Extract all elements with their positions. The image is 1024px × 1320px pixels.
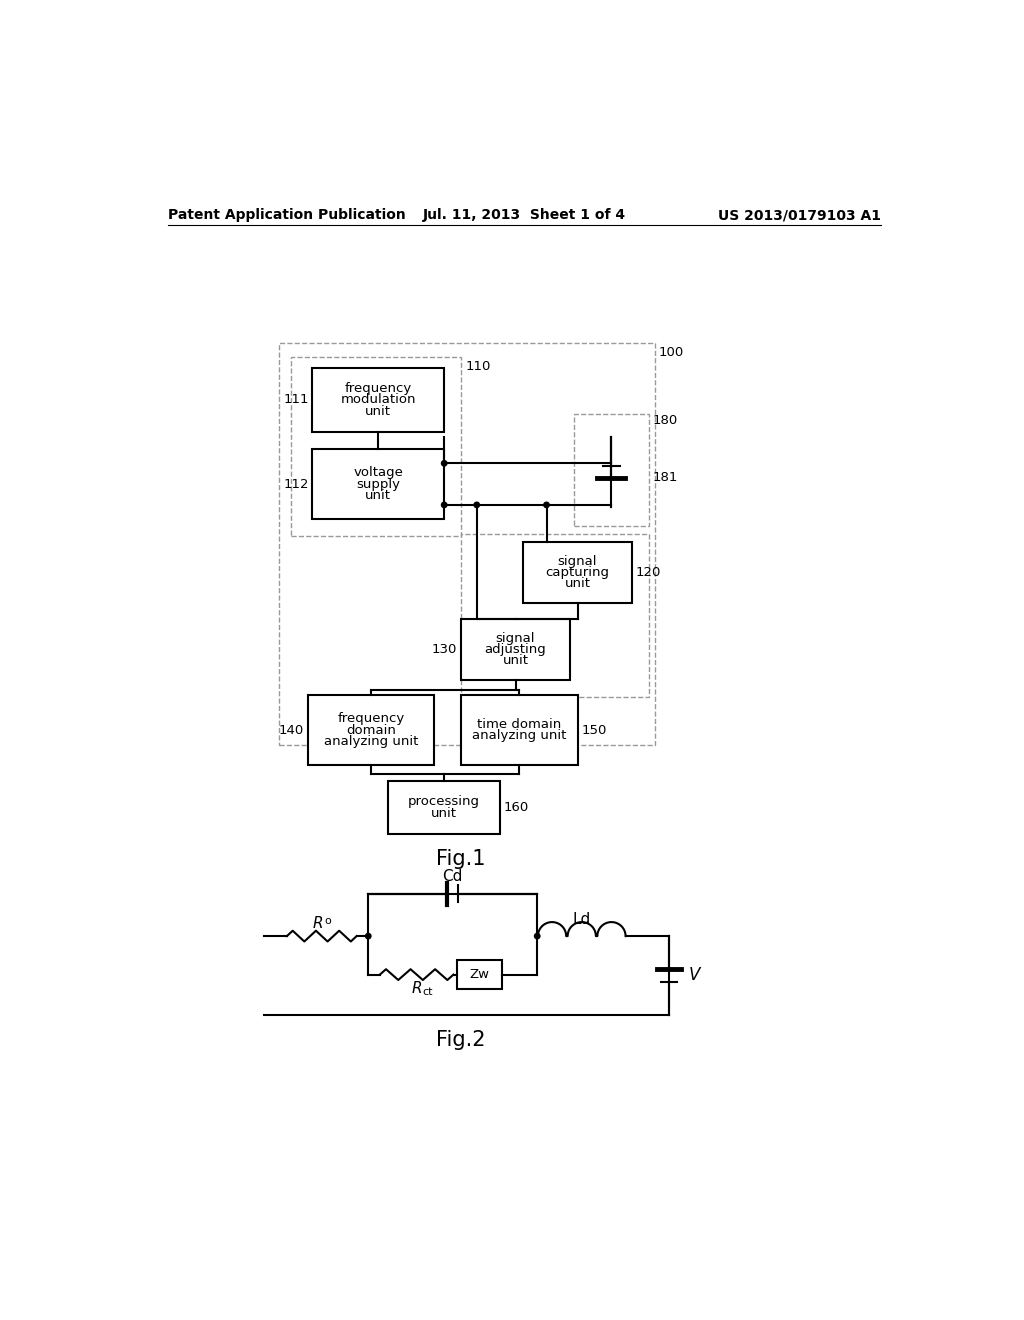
Bar	[312, 449, 444, 519]
Text: analyzing unit: analyzing unit	[472, 729, 566, 742]
Text: V: V	[688, 966, 699, 985]
Bar	[573, 414, 649, 527]
Text: processing: processing	[408, 796, 480, 808]
Text: Ld: Ld	[572, 912, 591, 927]
Text: 120: 120	[636, 566, 662, 579]
Text: R: R	[312, 916, 324, 932]
Circle shape	[474, 502, 479, 508]
Text: unit: unit	[431, 807, 457, 820]
Circle shape	[441, 461, 446, 466]
Text: US 2013/0179103 A1: US 2013/0179103 A1	[718, 209, 882, 222]
Bar	[461, 619, 569, 681]
Circle shape	[535, 933, 540, 939]
Text: modulation: modulation	[341, 393, 416, 407]
Text: capturing: capturing	[546, 566, 609, 579]
Bar	[291, 358, 461, 536]
Text: 100: 100	[658, 346, 684, 359]
Text: time domain: time domain	[477, 718, 561, 731]
Bar	[461, 535, 649, 697]
Bar	[458, 960, 503, 989]
Text: Fig.2: Fig.2	[436, 1030, 486, 1049]
Text: 111: 111	[283, 393, 308, 407]
Text: voltage: voltage	[353, 466, 403, 479]
Text: 150: 150	[582, 723, 607, 737]
Circle shape	[441, 502, 446, 508]
Text: 181: 181	[652, 471, 678, 484]
Text: 110: 110	[465, 360, 490, 372]
Text: signal: signal	[496, 632, 536, 645]
Bar	[312, 368, 444, 432]
Text: signal: signal	[558, 554, 597, 568]
Bar	[388, 780, 500, 834]
Circle shape	[366, 933, 371, 939]
Bar	[308, 696, 434, 766]
Text: Zw: Zw	[470, 968, 489, 981]
Text: unit: unit	[366, 488, 391, 502]
Text: Jul. 11, 2013  Sheet 1 of 4: Jul. 11, 2013 Sheet 1 of 4	[423, 209, 627, 222]
Text: frequency: frequency	[345, 381, 412, 395]
Text: Cd: Cd	[442, 870, 463, 884]
Text: R: R	[412, 981, 422, 997]
Text: Patent Application Publication: Patent Application Publication	[168, 209, 407, 222]
Bar	[523, 541, 632, 603]
Text: o: o	[324, 916, 331, 925]
Text: domain: domain	[346, 723, 396, 737]
Text: ct: ct	[422, 986, 432, 997]
Text: 180: 180	[652, 413, 678, 426]
Text: 140: 140	[279, 723, 304, 737]
Bar	[280, 343, 655, 744]
Text: Fig.1: Fig.1	[436, 849, 486, 869]
Text: unit: unit	[564, 577, 591, 590]
Text: supply: supply	[356, 478, 400, 491]
Bar	[461, 696, 578, 766]
Circle shape	[544, 502, 549, 508]
Text: unit: unit	[366, 405, 391, 417]
Text: unit: unit	[503, 655, 528, 668]
Text: 160: 160	[504, 801, 529, 814]
Text: frequency: frequency	[337, 713, 404, 725]
Text: analyzing unit: analyzing unit	[324, 735, 418, 748]
Text: adjusting: adjusting	[484, 643, 547, 656]
Text: 112: 112	[283, 478, 308, 491]
Text: 130: 130	[432, 643, 458, 656]
